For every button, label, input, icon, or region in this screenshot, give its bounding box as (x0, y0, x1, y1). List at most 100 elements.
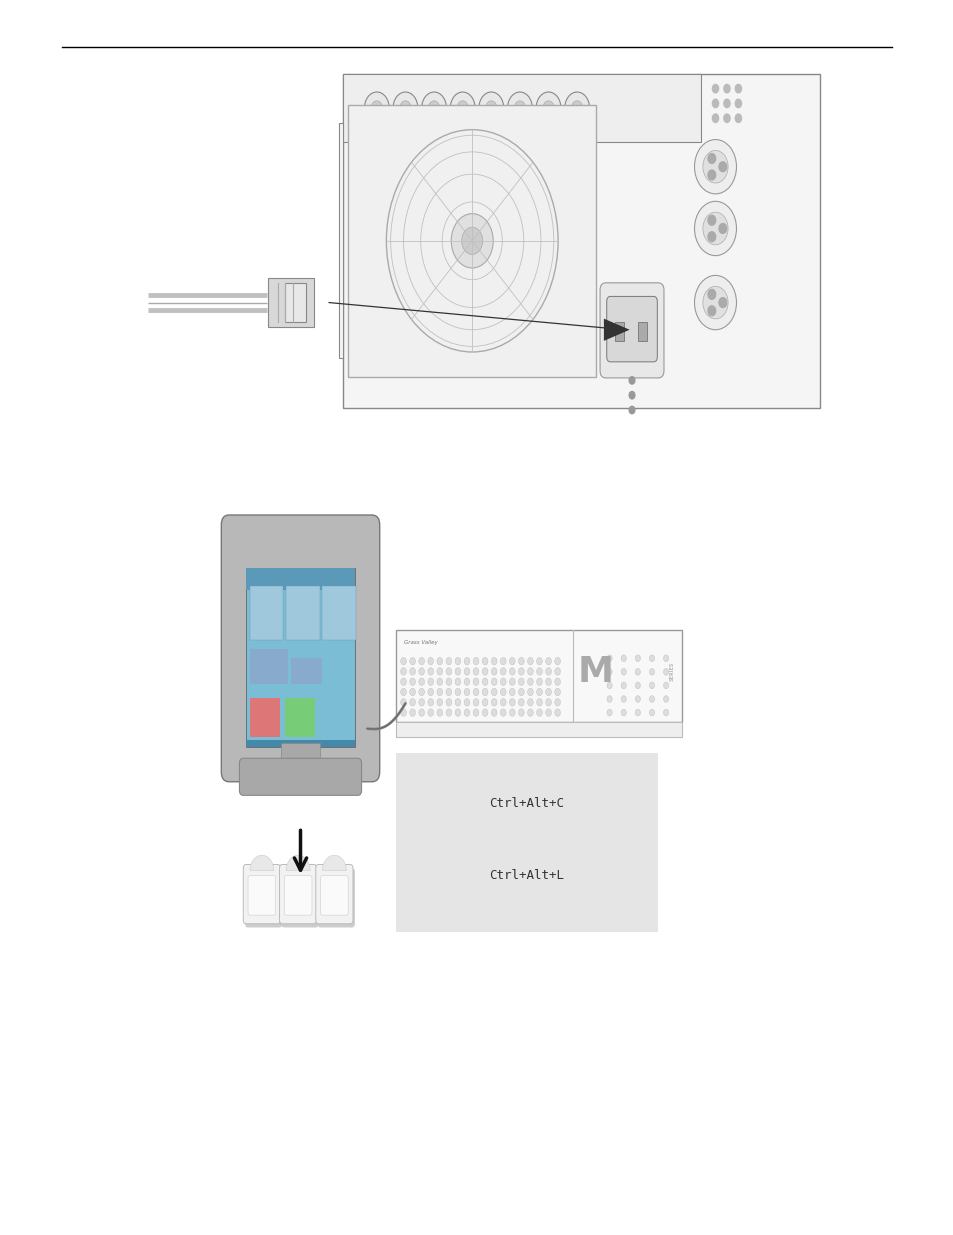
Circle shape (364, 93, 389, 125)
Circle shape (463, 699, 469, 706)
Bar (343, 74, 700, 142)
Circle shape (509, 688, 515, 695)
Polygon shape (603, 319, 629, 341)
Circle shape (418, 657, 424, 664)
Circle shape (418, 688, 424, 695)
Circle shape (386, 130, 558, 352)
Text: Grass Valley: Grass Valley (403, 640, 436, 645)
Circle shape (527, 678, 533, 685)
Circle shape (702, 212, 727, 245)
Circle shape (694, 201, 736, 256)
Circle shape (518, 699, 523, 706)
FancyBboxPatch shape (221, 515, 379, 782)
Circle shape (418, 678, 424, 685)
Circle shape (694, 275, 736, 330)
Circle shape (427, 668, 433, 676)
Circle shape (606, 695, 612, 703)
Circle shape (702, 287, 727, 319)
FancyBboxPatch shape (284, 876, 312, 915)
Circle shape (722, 84, 730, 94)
Circle shape (455, 657, 460, 664)
Circle shape (527, 668, 533, 676)
Circle shape (555, 678, 559, 685)
Circle shape (719, 298, 726, 308)
Circle shape (491, 657, 497, 664)
Circle shape (491, 688, 497, 695)
Wedge shape (322, 855, 346, 871)
Circle shape (620, 655, 625, 662)
Bar (395, 630, 681, 722)
Circle shape (545, 688, 551, 695)
Circle shape (527, 709, 533, 716)
Circle shape (375, 106, 378, 110)
Circle shape (711, 84, 719, 94)
Circle shape (555, 699, 559, 706)
Bar (246, 568, 355, 590)
Circle shape (400, 709, 406, 716)
Circle shape (620, 695, 625, 703)
Circle shape (499, 678, 505, 685)
Circle shape (499, 699, 505, 706)
Circle shape (436, 709, 442, 716)
Circle shape (734, 99, 741, 109)
Circle shape (707, 289, 715, 299)
FancyBboxPatch shape (245, 868, 282, 927)
Circle shape (409, 657, 416, 664)
Circle shape (436, 678, 442, 685)
Circle shape (514, 101, 525, 115)
Circle shape (518, 668, 523, 676)
Circle shape (445, 688, 452, 695)
Circle shape (473, 709, 478, 716)
Circle shape (499, 709, 505, 716)
Circle shape (400, 657, 406, 664)
Circle shape (436, 657, 442, 664)
Bar (246, 568, 355, 747)
Circle shape (629, 377, 634, 384)
Circle shape (509, 699, 515, 706)
Circle shape (545, 668, 551, 676)
Circle shape (481, 657, 487, 664)
Circle shape (620, 682, 625, 689)
Circle shape (463, 678, 469, 685)
Circle shape (663, 655, 668, 662)
Circle shape (409, 699, 416, 706)
Wedge shape (250, 855, 274, 871)
Bar (250, 587, 283, 640)
Circle shape (499, 657, 505, 664)
Circle shape (436, 668, 442, 676)
Circle shape (481, 678, 487, 685)
Circle shape (507, 93, 532, 125)
Circle shape (555, 657, 559, 664)
Circle shape (473, 699, 478, 706)
FancyBboxPatch shape (315, 864, 353, 924)
Circle shape (473, 657, 478, 664)
Circle shape (371, 101, 382, 115)
Circle shape (707, 170, 715, 180)
Circle shape (536, 688, 541, 695)
Circle shape (436, 688, 442, 695)
Circle shape (536, 668, 541, 676)
Circle shape (428, 101, 439, 115)
Text: SERIES: SERIES (669, 662, 674, 682)
Circle shape (455, 668, 460, 676)
Circle shape (527, 699, 533, 706)
Circle shape (499, 668, 505, 676)
Bar (286, 587, 319, 640)
Circle shape (734, 84, 741, 94)
Circle shape (555, 709, 559, 716)
Circle shape (635, 709, 639, 716)
Circle shape (620, 709, 625, 716)
Bar (291, 657, 321, 684)
Circle shape (635, 682, 639, 689)
Circle shape (555, 668, 559, 676)
Circle shape (536, 678, 541, 685)
Circle shape (545, 709, 551, 716)
Circle shape (518, 678, 523, 685)
Circle shape (555, 688, 559, 695)
Bar (246, 740, 355, 747)
Circle shape (635, 655, 639, 662)
Circle shape (606, 655, 612, 662)
Bar (284, 698, 314, 737)
Circle shape (509, 668, 515, 676)
Circle shape (445, 678, 452, 685)
